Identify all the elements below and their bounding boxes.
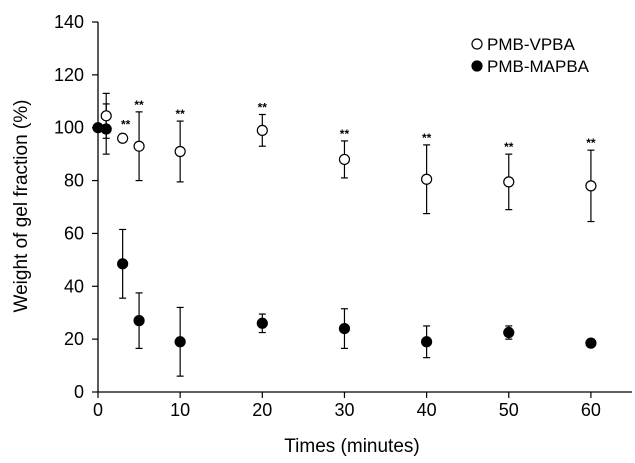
significance-marker: **: [504, 140, 514, 154]
y-tick-label: 80: [64, 171, 84, 191]
y-tick-label: 0: [74, 382, 84, 402]
significance-marker: **: [422, 131, 432, 145]
mapba-point: [133, 315, 145, 327]
y-tick-label: 100: [54, 118, 84, 138]
y-tick-label: 60: [64, 223, 84, 243]
y-axis-title: Weight of gel fraction (%): [11, 100, 32, 313]
legend: PMB-VPBA PMB-MAPBA: [471, 35, 590, 76]
mapba-point: [585, 337, 597, 349]
y-tick-label: 40: [64, 276, 84, 296]
x-tick-label: 50: [499, 400, 519, 420]
vpba-point: [100, 110, 112, 122]
significance-marker: **: [121, 117, 131, 131]
legend-marker-vpba: [471, 38, 483, 50]
vpba-point: [133, 140, 145, 152]
mapba-point: [503, 326, 515, 339]
vpba-point: [256, 124, 268, 136]
significance-marker: **: [175, 107, 185, 121]
vpba-point: [174, 145, 186, 158]
x-tick-label: 20: [252, 400, 272, 420]
vpba-point: [421, 173, 433, 185]
significance-marker: **: [258, 101, 268, 115]
vpba-point: [585, 180, 597, 192]
x-tick-label: 30: [334, 400, 354, 420]
vpba-point: [338, 153, 351, 166]
legend-label-vpba: PMB-VPBA: [487, 35, 576, 54]
x-tick-label: 60: [581, 400, 601, 420]
significance-marker: **: [586, 136, 596, 150]
x-axis-title: Times (minutes): [284, 436, 419, 457]
tick-labels: 0 20 40 60 80 100 120 140 0 10 20 30 40 50 60: [54, 12, 601, 420]
legend-label-mapba: PMB-MAPBA: [487, 57, 590, 76]
legend-marker-mapba: [471, 60, 483, 72]
vpba-point: [503, 176, 515, 188]
mapba-point: [117, 258, 129, 270]
axes: [92, 21, 632, 398]
mapba-point: [338, 322, 351, 335]
x-tick-label: 0: [93, 400, 103, 420]
data-points: [92, 110, 597, 349]
significance-annotations: ****** **** **** **: [121, 98, 596, 154]
mapba-point: [100, 123, 112, 135]
x-tick-label: 10: [170, 400, 190, 420]
x-tick-label: 40: [417, 400, 437, 420]
y-tick-label: 120: [54, 65, 84, 85]
y-tick-label: 20: [64, 329, 84, 349]
mapba-point: [174, 336, 186, 348]
significance-marker: **: [340, 127, 350, 141]
y-tick-label: 140: [54, 12, 84, 32]
mapba-point: [256, 317, 268, 329]
vpba-point: [117, 132, 129, 144]
significance-marker: **: [134, 98, 144, 112]
mapba-point: [421, 336, 433, 348]
